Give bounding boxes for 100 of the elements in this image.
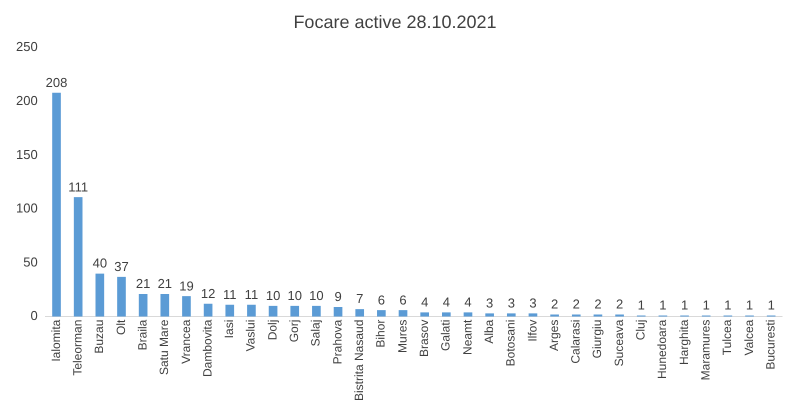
data-label: 1 (680, 298, 688, 313)
data-label: 2 (616, 296, 624, 312)
data-label: 1 (724, 298, 732, 313)
x-tick-label: Brasov (416, 320, 431, 357)
data-label: 1 (659, 298, 667, 313)
data-label: 10 (288, 288, 302, 303)
data-label: 111 (68, 179, 88, 194)
data-label: 21 (158, 276, 172, 292)
bar (615, 314, 624, 317)
x-tick-label: Bistrita Nasaud (352, 320, 366, 402)
x-tick-label: Hunedoara (655, 319, 670, 380)
x-tick-label: Mures (395, 320, 410, 353)
x-tick-label: Olt (114, 318, 128, 335)
bar (290, 306, 300, 317)
x-tick-label: Buzau (92, 320, 106, 354)
x-tick-label: Satu Mare (157, 319, 172, 375)
data-label: 3 (529, 295, 537, 310)
bar (572, 314, 581, 317)
data-label: 4 (421, 294, 428, 310)
x-tick-label: Galati (438, 320, 453, 351)
x-tick-label: Cluj (634, 320, 648, 340)
bar (355, 309, 364, 317)
y-tick-label: 0 (30, 308, 38, 324)
bar (334, 306, 342, 317)
bar (74, 197, 83, 317)
bar (138, 294, 148, 317)
bar (312, 306, 321, 317)
data-label: 9 (334, 289, 342, 304)
data-label: 208 (46, 74, 68, 90)
bar (377, 310, 386, 317)
data-label: 40 (92, 256, 108, 271)
x-tick-label: Valcea (742, 319, 756, 356)
bar (398, 310, 408, 317)
bar (594, 314, 602, 317)
data-label: 4 (464, 294, 472, 310)
bar (464, 312, 472, 317)
bar (485, 313, 494, 317)
y-tick-label: 200 (16, 92, 38, 108)
bar (160, 294, 170, 317)
data-label: 21 (136, 276, 150, 292)
x-tick-label: Vaslui (244, 320, 258, 352)
x-tick-label: Ilfov (525, 320, 540, 342)
x-tick-label: Alba (482, 319, 496, 344)
data-label: 1 (746, 298, 754, 313)
x-tick-label: Dambovita (200, 319, 214, 377)
x-tick-label: Ialomita (48, 319, 63, 362)
data-label: 4 (442, 294, 450, 310)
data-label: 10 (309, 288, 324, 303)
x-tick-label: Maramures (698, 320, 713, 380)
bar (96, 274, 104, 317)
data-label: 11 (223, 286, 237, 302)
data-label: 12 (200, 286, 216, 301)
data-label: 2 (594, 296, 602, 312)
bar (268, 306, 278, 317)
data-label: 3 (486, 295, 494, 310)
x-tick-label: Botosani (504, 320, 518, 366)
x-tick-label: Neamt (460, 318, 474, 355)
data-label: 1 (702, 298, 710, 313)
bar (550, 314, 559, 317)
x-tick-label: Vrancea (178, 319, 193, 364)
x-tick-label: Gorj (287, 320, 302, 342)
bar (204, 304, 212, 317)
data-label: 10 (266, 288, 280, 303)
data-label: 1 (768, 298, 775, 313)
y-tick-label: 100 (16, 200, 38, 216)
x-tick-label: Tulcea (720, 319, 734, 356)
chart-title: Focare active 28.10.2021 (293, 12, 497, 32)
y-tick-label: 50 (23, 254, 38, 270)
bar (225, 304, 234, 317)
x-tick-label: Giurgiu (590, 320, 604, 358)
x-tick-label: Iasi (222, 320, 236, 338)
x-tick-label: Prahova (330, 319, 344, 364)
x-tick-label: Bihor (374, 320, 388, 348)
data-label: 2 (572, 296, 580, 312)
bar (442, 312, 451, 317)
x-tick-label: Salaj (308, 320, 323, 346)
bar (182, 296, 191, 317)
bar (528, 313, 538, 317)
data-label: 1 (638, 298, 645, 313)
x-tick-label: Calarasi (568, 320, 583, 364)
data-label: 6 (399, 292, 407, 308)
data-label: 6 (378, 292, 385, 308)
y-tick-label: 250 (16, 39, 38, 54)
data-label: 19 (179, 278, 194, 294)
bar (247, 304, 256, 317)
bar (506, 313, 516, 317)
x-tick-label: Teleorman (70, 320, 84, 376)
x-tick-label: Suceava (612, 319, 626, 366)
x-tick-label: Braila (135, 319, 150, 350)
data-label: 2 (550, 296, 558, 312)
data-label: 11 (244, 286, 258, 302)
bar (420, 312, 430, 317)
y-tick-label: 150 (16, 146, 38, 162)
bar (117, 276, 126, 317)
x-tick-label: Arges (546, 320, 561, 351)
data-label: 37 (114, 258, 129, 274)
data-label: 7 (356, 291, 364, 306)
data-label: 3 (508, 295, 515, 310)
x-tick-label: Dolj (265, 320, 280, 340)
x-tick-label: Bucuresti (763, 320, 778, 370)
